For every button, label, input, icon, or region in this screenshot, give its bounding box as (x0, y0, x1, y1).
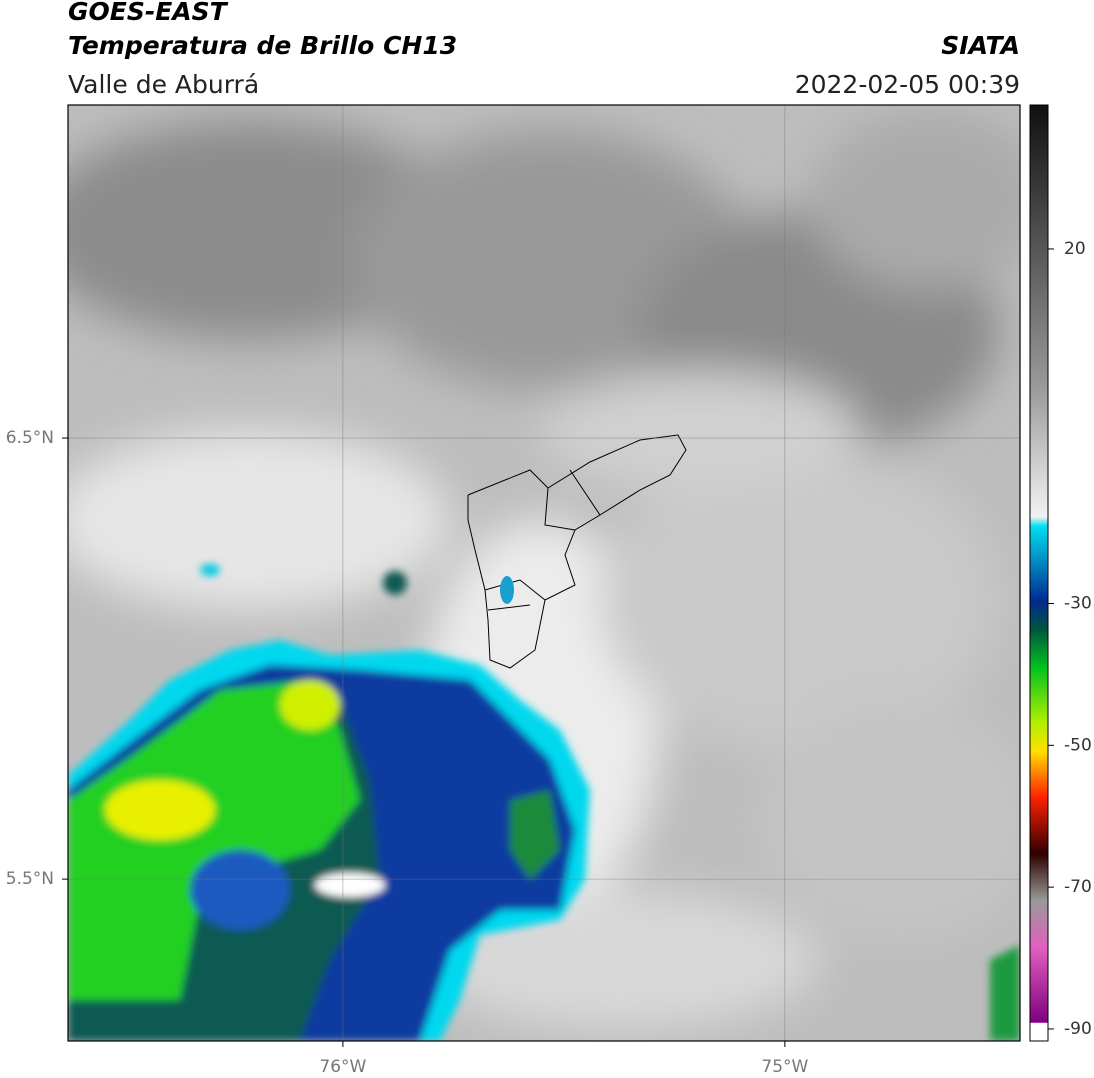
timestamp: 2022-02-05 00:39 (795, 70, 1020, 99)
colorbar-tick-label: -90 (1064, 1019, 1092, 1039)
lat-tick-label: 6.5°N (6, 428, 54, 448)
colorbar-tick-label: -70 (1064, 877, 1092, 897)
title: GOES-EAST (68, 0, 229, 26)
satellite-image (68, 105, 1020, 1041)
source: SIATA (941, 31, 1020, 60)
map-frame (67, 104, 1021, 1042)
region: Valle de Aburrá (68, 70, 259, 99)
lon-tick-label: 75°W (761, 1057, 808, 1077)
colorbar-tick-label: 20 (1064, 239, 1086, 259)
lon-tick-label: 76°W (319, 1057, 366, 1077)
colorbar (1029, 104, 1049, 1042)
colorbar-tick-label: -50 (1064, 735, 1092, 755)
subtitle: Temperatura de Brillo CH13 (68, 31, 457, 60)
colorbar-tick-label: -30 (1064, 593, 1092, 613)
lat-tick-label: 5.5°N (6, 869, 54, 889)
